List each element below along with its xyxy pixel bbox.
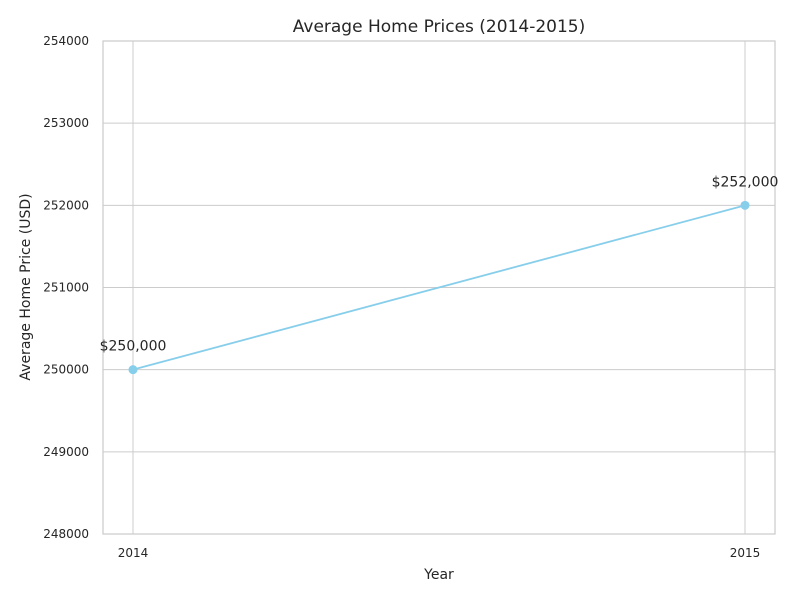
data-point [128,365,138,375]
y-tick-label: 248000 [43,527,89,541]
data-point [740,200,750,210]
y-tick-label: 254000 [43,34,89,48]
y-tick-label: 253000 [43,116,89,130]
data-label: $252,000 [712,174,779,190]
y-axis-label: Average Home Price (USD) [18,193,34,380]
chart-title: Average Home Prices (2014-2015) [293,17,585,37]
tick-labels: 248000 249000 250000 251000 252000 253000 2540… [43,34,760,560]
y-tick-label: 249000 [43,445,89,459]
series [128,200,750,375]
series-line [132,204,746,371]
data-labels: $250,000 $252,000 [100,174,779,354]
y-tick-label: 251000 [43,281,89,295]
plot-frame [102,40,776,535]
x-tick-label: 2014 [118,546,149,560]
y-tick-label: 250000 [43,363,89,377]
y-tick-label: 252000 [43,198,89,212]
x-tick-label: 2015 [730,546,761,560]
x-axis-label: Year [423,567,454,583]
data-label: $250,000 [100,339,167,355]
